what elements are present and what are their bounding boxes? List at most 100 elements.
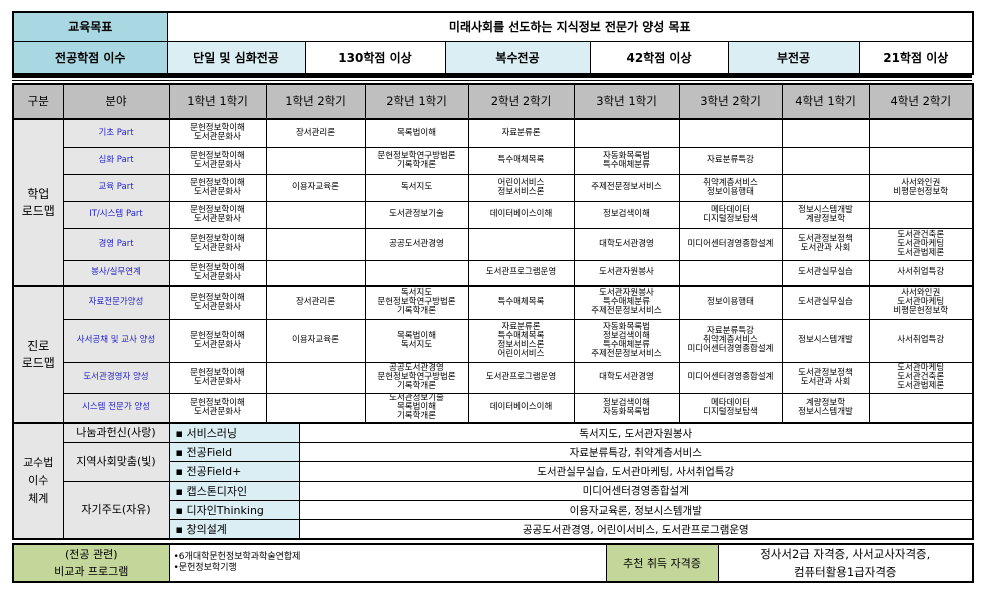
course-cell: 자동화목록법 정보검색이해 특수매체분류 주제전문정보서비스 (573, 318, 680, 363)
teaching-method: ▪ 창의설계 (168, 519, 300, 540)
course-cell: 도서관정보정책 도서관과 사회 (781, 227, 870, 261)
course-cell (467, 227, 575, 261)
course-cell: 데이터베이스이해 (467, 200, 575, 229)
course-cell (265, 392, 366, 424)
course-cell: 도서관프로그램운영 (467, 361, 575, 394)
course-cell (265, 361, 366, 394)
teaching-method: ▪ 캡스톤디자인 (168, 480, 300, 501)
extracurricular-items: •6개대학문헌정보학과학술연합제 •문헌정보학기행 (168, 543, 607, 583)
course-cell: 자료분류론 특수매체목록 정보서비스론 어린이서비스 (467, 318, 575, 363)
semester-header: 1학년 1학기 (168, 83, 267, 120)
course-cell: 자료분류특강 (678, 146, 783, 175)
course-cell (265, 259, 366, 287)
certificates-value: 정사서2급 자격증, 사서교사자격증, 컴퓨터활용1급자격증 (717, 543, 974, 583)
table-row: 사서공채 및 교사 양성 문헌정보학이해 도서관문화사 이용자교육론 목록법이해 독서… (13, 318, 974, 363)
semester-header: 2학년 2학기 (467, 83, 575, 120)
course-cell: 도서관실무실습 (781, 259, 870, 287)
semester-header: 4학년 2학기 (868, 83, 974, 120)
course-cell: 목록법이해 (364, 118, 469, 148)
extracurricular-label: (전공 관련) 비교과 프로그램 (12, 543, 170, 583)
course-cell: 문헌정보학이해 도서관문화사 (168, 259, 267, 287)
course-cell: 취약계층서비스 정보이용행태 (678, 173, 783, 202)
course-cell (868, 118, 974, 148)
header-row: 구분 분야 1학년 1학기 1학년 2학기 2학년 1학기 2학년 2학기 3학년 1학기 3… (12, 83, 974, 120)
teaching-courses: 독서지도, 도서관자원봉사 (298, 422, 974, 443)
teaching-method-table: 교수법 이수 체계 나눔과헌신(사랑) ▪ 서비스러닝 독서지도, 도서관자원봉… (12, 422, 974, 540)
roadmap-table: 구분 분야 1학년 1학기 1학년 2학기 2학년 1학기 2학년 2학기 3학년 1학기 3… (12, 83, 974, 424)
course-cell: 도서관프로그램운영 (467, 259, 575, 287)
field-label: 기초 Part (62, 118, 170, 148)
course-cell: 사서와인권 비평문헌정보학 (868, 173, 974, 202)
section-category: 진로 로드맵 (12, 285, 64, 424)
course-cell (781, 146, 870, 175)
semester-header: 3학년 2학기 (678, 83, 783, 120)
semester-header: 2학년 1학기 (364, 83, 469, 120)
goal-label: 교육목표 (12, 11, 168, 42)
teaching-courses: 자료분류특강, 취약계층서비스 (298, 441, 974, 463)
course-cell: 이용자교육론 (265, 318, 366, 363)
table-row: 학업 로드맵 기초 Part 문헌정보학이해 도서관문화사 장서관리론 목록법이해 자료분… (12, 118, 974, 287)
table-row: 시스템 전문가 양성 문헌정보학이해 도서관문화사 도서관정보기술 목록법이해 기록… (13, 392, 974, 424)
course-cell: 문헌정보학이해 도서관문화사 (168, 173, 267, 202)
course-cell: 자료분류특강 취약계층서비스 미디어센터경영종합설계 (678, 318, 783, 363)
field-label: 경영 Part (62, 227, 170, 261)
teaching-group: 자기주도(자유) (62, 480, 170, 540)
section-category: 학업 로드맵 (12, 118, 64, 287)
course-cell: 메타데이터 디지털정보탐색 (678, 392, 783, 424)
course-cell: 도서관실무실습 (781, 285, 870, 320)
course-cell: 문헌정보학이해 도서관문화사 (168, 318, 267, 363)
course-cell: 목록법이해 독서지도 (364, 318, 469, 363)
table-row: 심화 Part 문헌정보학이해 도서관문화사 문헌정보학연구방법론 기록학개론 특수매… (13, 146, 974, 175)
course-cell: 도서관정보정책 도서관과 사회 (781, 361, 870, 394)
course-cell: 독서지도 (364, 173, 469, 202)
course-cell (265, 227, 366, 261)
course-cell: 정보검색이해 자동화목록법 (573, 392, 680, 424)
course-cell (781, 118, 870, 148)
course-cell: 사서취업특강 (868, 259, 974, 287)
course-cell: 사서취업특강 (868, 318, 974, 363)
course-cell: 문헌정보학이해 도서관문화사 (168, 227, 267, 261)
course-cell: 장서관리론 (265, 118, 366, 148)
course-cell: 문헌정보학이해 도서관문화사 (168, 361, 267, 394)
course-cell (868, 146, 974, 175)
course-cell: 대학도서관경영 (573, 361, 680, 394)
course-cell: 이용자교육론 (265, 173, 366, 202)
goals-table: 교육목표 미래사회를 선도하는 지식정보 전문가 양성 목표 전공학점 이수 단… (12, 11, 975, 75)
credit-type-minor: 부전공 (727, 40, 860, 75)
course-cell: 계량정보학 정보시스템개발 (781, 392, 870, 424)
course-cell: 정보시스템개발 계량정보학 (781, 200, 870, 229)
goal-value: 미래사회를 선도하는 지식정보 전문가 양성 목표 (166, 11, 974, 42)
course-cell (678, 259, 783, 287)
table-row: IT/시스템 Part 문헌정보학이해 도서관문화사 도서관정보기술 데이터베이스이해… (13, 200, 974, 229)
credit-value-single: 130학점 이상 (304, 40, 446, 75)
course-cell: 도서관마케팅 도서관건축론 도서관법제론 (868, 361, 974, 394)
credit-type-single: 단일 및 심화전공 (166, 40, 306, 75)
course-cell: 미디어센터경영종합설계 (678, 361, 783, 394)
course-cell: 도서관자원봉사 (573, 259, 680, 287)
course-cell: 정보이용행태 (678, 285, 783, 320)
course-cell: 문헌정보학연구방법론 기록학개론 (364, 146, 469, 175)
header-cell: 분야 (62, 83, 170, 120)
course-cell: 정보검색이해 (573, 200, 680, 229)
field-label: 사서공채 및 교사 양성 (62, 318, 170, 363)
course-cell: 정보시스템개발 (781, 318, 870, 363)
teaching-method: ▪ 전공Field+ (168, 461, 300, 482)
course-cell: 특수매체목록 (467, 146, 575, 175)
course-cell: 도서관자원봉사 특수매체분류 주제전문정보서비스 (573, 285, 680, 320)
field-label: 심화 Part (62, 146, 170, 175)
field-label: 자료전문가양성 (62, 285, 170, 320)
course-cell: 메타데이터 디지털정보탐색 (678, 200, 783, 229)
credit-value-double: 42학점 이상 (589, 40, 729, 75)
teaching-courses: 이용자교육론, 정보시스템개발 (298, 499, 974, 521)
course-cell: 대학도서관경영 (573, 227, 680, 261)
extracurricular-table: (전공 관련) 비교과 프로그램 •6개대학문헌정보학과학술연합제 •문헌정보학… (12, 543, 974, 583)
field-label: 도서관경영자 양성 (62, 361, 170, 394)
teaching-group: 지역사회맞춤(빛) (62, 442, 170, 482)
teaching-courses: 도서관실무실습, 도서관마케팅, 사서취업특강 (298, 461, 974, 482)
teaching-courses: 공공도서관경영, 어린이서비스, 도서관프로그램운영 (298, 519, 974, 540)
course-cell (573, 118, 680, 148)
teaching-group: 나눔과헌신(사랑) (62, 422, 170, 443)
course-cell: 자료분류론 (467, 118, 575, 148)
course-cell: 사서와인권 도서관마케팅 비평문헌정보학 (868, 285, 974, 320)
course-cell: 공공도서관경영 (364, 227, 469, 261)
